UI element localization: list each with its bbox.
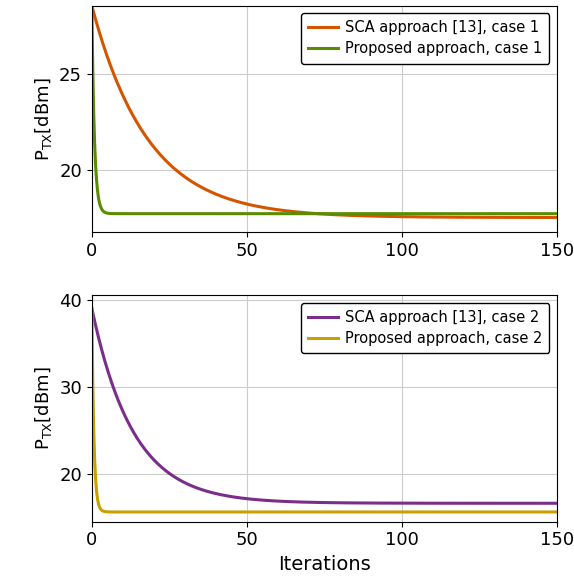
SCA approach [13], case 2 [408,500,414,507]
SCA approach [13], case 2 [136,438,143,445]
Proposed approach, case 1 [460,210,467,217]
Proposed approach, case 2 [408,509,415,516]
SCA approach [13], case 2 [88,305,95,312]
SCA approach [13], case 1 [459,214,466,221]
Proposed approach, case 2 [88,305,95,312]
Line: SCA approach [13], case 1: SCA approach [13], case 1 [92,6,557,217]
Y-axis label: P$_{\mathrm{TX}}$[dBm]: P$_{\mathrm{TX}}$[dBm] [33,367,54,450]
SCA approach [13], case 2 [553,500,560,507]
Proposed approach, case 1 [451,210,458,217]
SCA approach [13], case 1 [408,213,414,220]
Legend: SCA approach [13], case 2, Proposed approach, case 2: SCA approach [13], case 2, Proposed appr… [301,302,549,353]
SCA approach [13], case 1 [136,123,143,130]
Proposed approach, case 2 [136,509,143,516]
SCA approach [13], case 2 [277,498,284,505]
Proposed approach, case 2 [451,509,458,516]
Proposed approach, case 1 [408,210,415,217]
SCA approach [13], case 1 [553,214,560,221]
Line: Proposed approach, case 1: Proposed approach, case 1 [92,6,557,214]
Proposed approach, case 1 [183,210,189,217]
Proposed approach, case 2 [460,509,467,516]
X-axis label: Iterations: Iterations [278,555,371,574]
Proposed approach, case 2 [277,509,284,516]
SCA approach [13], case 2 [459,500,466,507]
SCA approach [13], case 1 [88,2,95,9]
SCA approach [13], case 2 [451,500,458,507]
Proposed approach, case 2 [553,509,560,516]
Y-axis label: P$_{\mathrm{TX}}$[dBm]: P$_{\mathrm{TX}}$[dBm] [33,77,53,161]
Proposed approach, case 2 [294,509,301,516]
Proposed approach, case 2 [166,509,173,516]
Proposed approach, case 1 [277,210,284,217]
Proposed approach, case 1 [294,210,301,217]
SCA approach [13], case 2 [293,498,300,505]
Proposed approach, case 1 [136,210,143,217]
Proposed approach, case 1 [553,210,560,217]
SCA approach [13], case 1 [277,206,284,213]
Proposed approach, case 1 [88,2,95,9]
Line: Proposed approach, case 2: Proposed approach, case 2 [92,308,557,512]
Line: SCA approach [13], case 2: SCA approach [13], case 2 [92,308,557,503]
SCA approach [13], case 1 [451,214,458,221]
SCA approach [13], case 1 [293,209,300,216]
Legend: SCA approach [13], case 1, Proposed approach, case 1: SCA approach [13], case 1, Proposed appr… [301,13,549,63]
